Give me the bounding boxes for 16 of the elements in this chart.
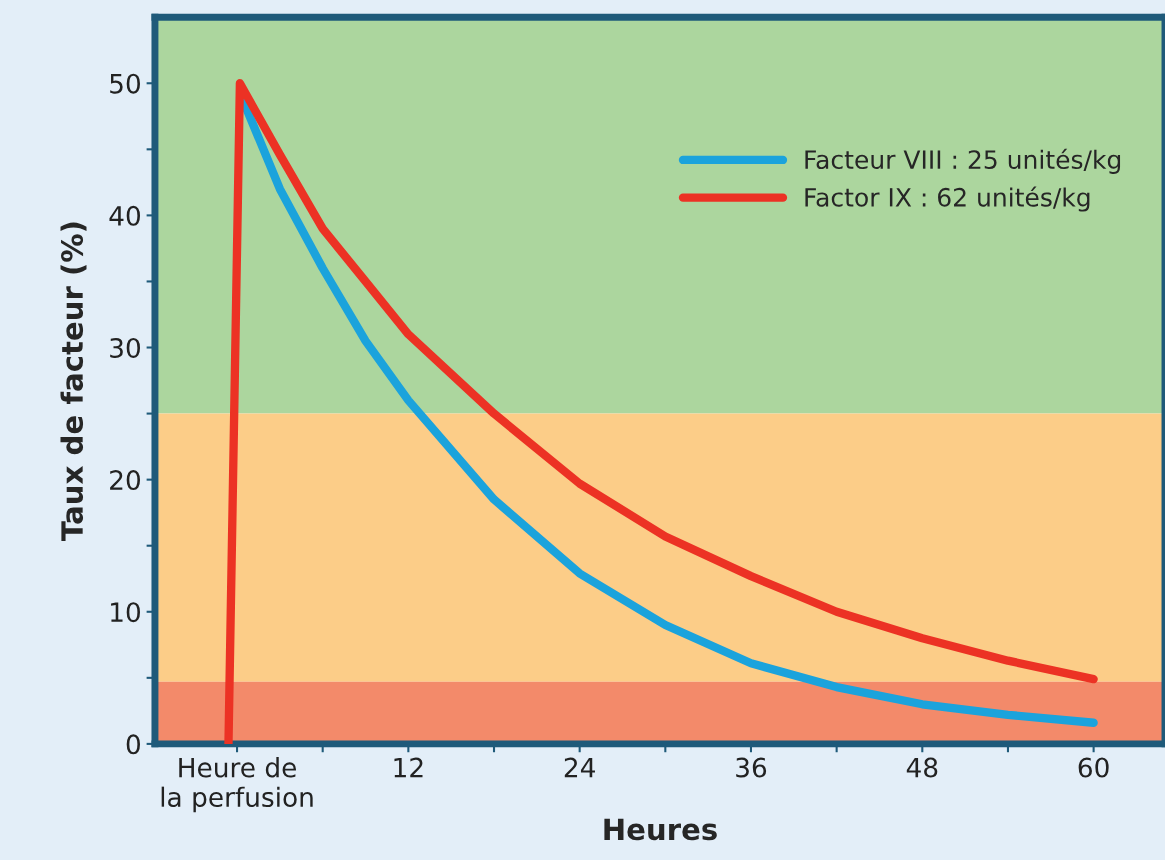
x-tick-label: 24 <box>564 757 595 778</box>
y-tick-label: 0 <box>126 734 140 755</box>
y-tick-label: 50 <box>110 73 140 94</box>
x-tick-label: 60 <box>1078 757 1109 778</box>
y-tick-label: 30 <box>110 337 140 358</box>
legend-label: Factor IX : 62 unités/kg <box>805 186 1090 212</box>
y-axis-title: Taux de facteur (%) <box>60 222 87 541</box>
x-tick-label: Heure de la perfusion <box>161 757 313 813</box>
legend-label: Facteur VIII : 25 unités/kg <box>805 148 1121 174</box>
x-tick-label: 48 <box>906 757 938 778</box>
y-tick-label: 10 <box>111 602 140 623</box>
x-axis-title: Heures <box>604 818 717 841</box>
y-tick-label: 40 <box>109 205 140 226</box>
x-tick-label: 12 <box>394 757 423 778</box>
y-tick-label: 20 <box>110 470 140 491</box>
x-tick-label: 36 <box>736 757 767 778</box>
